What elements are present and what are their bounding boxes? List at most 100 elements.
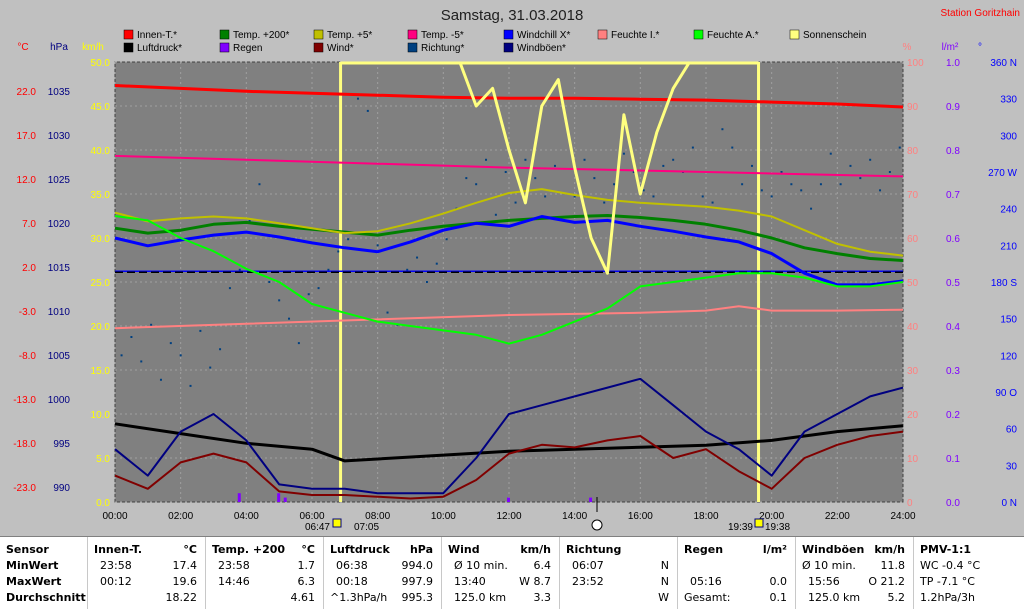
regen-unit: l/m² <box>762 543 787 556</box>
x-tick-label: 22:00 <box>825 511 850 522</box>
wind-tick-label: 45.0 <box>91 102 111 113</box>
direction-point <box>731 146 734 149</box>
direction-point <box>416 256 419 259</box>
direction-point <box>514 201 517 204</box>
richtung-min-value: N <box>660 559 669 572</box>
humidity-tick-label: 100 <box>907 58 924 69</box>
direction-tick-label: 0 N <box>1001 498 1017 509</box>
direction-point <box>829 152 832 155</box>
richtung-min-time: 06:07 <box>572 559 604 572</box>
rain-tick-label: 0.7 <box>946 190 960 201</box>
direction-point <box>553 164 556 167</box>
pressure-tick-label: 990 <box>53 483 70 494</box>
temp200-min-time: 23:58 <box>218 559 250 572</box>
legend-label: Regen <box>233 43 262 54</box>
innen-avg-value: 18.22 <box>165 591 198 604</box>
rain-bar <box>507 497 510 502</box>
direction-axis-unit: ° <box>978 42 982 53</box>
rain-tick-label: 0.3 <box>946 366 960 377</box>
legend-swatch <box>219 29 230 40</box>
direction-tick-label: 150 <box>1000 315 1017 326</box>
direction-tick-label: 210 <box>1000 241 1017 252</box>
direction-tick-label: 330 <box>1000 95 1017 106</box>
rain-tick-label: 0.9 <box>946 102 960 113</box>
wind-max-value: W 8.7 <box>519 575 551 588</box>
rain-tick-label: 0.0 <box>946 498 960 509</box>
sensor-row-min: MinWert <box>6 559 59 572</box>
legend-swatch <box>219 42 230 53</box>
humidity-tick-label: 50 <box>907 278 919 289</box>
direction-point <box>504 171 507 173</box>
boeen-distance: 125.0 km <box>808 591 861 604</box>
sensor-header: Sensor <box>6 543 49 556</box>
legend-swatch <box>597 29 608 40</box>
rain-bar <box>277 493 281 502</box>
direction-tick-label: 270 W <box>988 168 1017 179</box>
richtung-avg-value: W <box>658 591 669 604</box>
temp-tick-label: 7.0 <box>22 219 36 230</box>
direction-point <box>534 177 537 180</box>
direction-point <box>790 183 793 186</box>
legend-swatch <box>693 29 704 40</box>
summary-boeen: Windböen km/h Ø 10 min. 11.8 15:56 O 21.… <box>796 537 914 609</box>
wind-tick-label: 30.0 <box>91 234 111 245</box>
temp200-unit: °C <box>301 543 315 556</box>
direction-point <box>819 183 822 186</box>
legend-swatch <box>123 42 134 53</box>
series-line <box>458 61 691 275</box>
luftdruck-avg-value: 995.3 <box>401 591 434 604</box>
boeen-unit: km/h <box>874 543 905 556</box>
direction-point <box>140 360 143 363</box>
direction-point <box>810 207 813 210</box>
series-line <box>114 215 904 345</box>
legend-label: Temp. -5* <box>421 30 464 41</box>
direction-point <box>209 366 212 369</box>
direction-point <box>603 201 606 204</box>
direction-point <box>297 342 300 345</box>
boeen-row1-value: 11.8 <box>880 559 906 572</box>
legend-label: Richtung* <box>421 43 464 54</box>
wind-tick-label: 10.0 <box>91 410 111 421</box>
wind-row1-value: 6.4 <box>533 559 552 572</box>
rain-tick-label: 0.1 <box>946 454 960 465</box>
innen-min-value: 17.4 <box>172 559 198 572</box>
wind-avg-value: 3.3 <box>533 591 552 604</box>
sensor-row-max: MaxWert <box>6 575 62 588</box>
wind-tick-label: 5.0 <box>96 454 110 465</box>
legend-label: Luftdruck* <box>137 43 182 54</box>
direction-tick-label: 300 <box>1000 131 1017 142</box>
direction-point <box>780 171 783 173</box>
direction-point <box>288 317 291 320</box>
direction-point <box>376 244 379 247</box>
humidity-tick-label: 0 <box>907 498 913 509</box>
direction-point <box>632 171 635 173</box>
wind-tick-label: 50.0 <box>91 58 111 69</box>
direction-point <box>859 177 862 180</box>
regen-max-value: 0.0 <box>769 575 788 588</box>
direction-point <box>248 219 251 222</box>
pressure-tick-label: 1020 <box>48 219 71 230</box>
regen-total-value: 0.1 <box>769 591 788 604</box>
boeen-row1-label: Ø 10 min. <box>802 559 856 572</box>
temp-tick-label: -13.0 <box>13 395 36 406</box>
direction-point <box>120 354 123 357</box>
series-line <box>114 84 904 109</box>
direction-point <box>130 336 133 338</box>
richtung-max-value: N <box>660 575 669 588</box>
temp-tick-label: 2.0 <box>22 263 36 274</box>
direction-point <box>898 146 901 149</box>
direction-point <box>445 238 448 241</box>
rain-tick-label: 0.6 <box>946 234 960 245</box>
direction-point <box>228 287 231 290</box>
direction-point <box>701 195 704 198</box>
legend-swatch <box>123 29 134 40</box>
series-line <box>114 215 904 287</box>
legend-label: Innen-T.* <box>137 30 177 41</box>
direction-point <box>327 268 330 271</box>
humidity-tick-label: 40 <box>907 322 919 333</box>
direction-point <box>593 177 596 180</box>
rain-bar <box>589 497 593 502</box>
pressure-tick-label: 995 <box>53 439 70 450</box>
direction-point <box>879 189 882 192</box>
temp-tick-label: -3.0 <box>19 307 37 318</box>
